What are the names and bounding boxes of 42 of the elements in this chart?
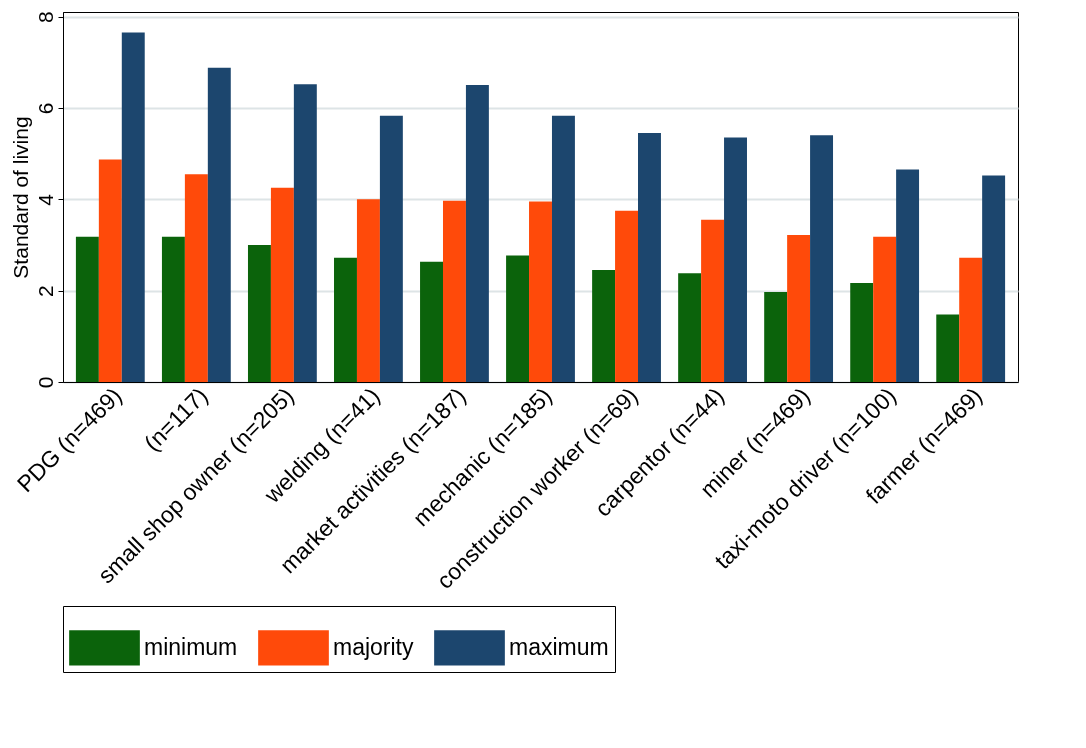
- bar: [379, 115, 403, 382]
- bar: [442, 200, 466, 382]
- legend-label: majority: [333, 633, 415, 660]
- bar: [850, 282, 874, 382]
- bar: [873, 236, 897, 382]
- y-tick-label: 8: [33, 11, 57, 23]
- bar: [959, 257, 983, 382]
- bar: [247, 244, 271, 382]
- bar: [161, 236, 185, 382]
- bar: [678, 273, 702, 382]
- bar: [420, 261, 443, 382]
- bar: [75, 236, 99, 382]
- bar: [207, 67, 231, 382]
- bar: [334, 257, 357, 382]
- bar: [184, 174, 208, 382]
- y-tick-label: 0: [33, 376, 57, 389]
- bar: [356, 199, 380, 382]
- bar: [121, 32, 145, 382]
- bar: [506, 255, 530, 382]
- bar: [592, 270, 616, 382]
- y-axis-title: Standard of living: [8, 116, 32, 279]
- bar: [896, 169, 920, 382]
- bar: [529, 201, 552, 382]
- bar: [936, 314, 960, 382]
- y-tick-label: 6: [33, 102, 57, 115]
- bar: [810, 135, 834, 382]
- bar: [98, 159, 122, 382]
- bar: [615, 210, 639, 382]
- bar: [638, 133, 661, 382]
- bar: [764, 292, 788, 382]
- bar: [293, 84, 317, 382]
- legend-label: minimum: [144, 633, 238, 660]
- y-tick-label: 4: [33, 193, 57, 206]
- bar: [465, 85, 489, 382]
- bar: [270, 187, 294, 382]
- y-tick-label: 2: [33, 285, 57, 297]
- bar: [787, 234, 811, 382]
- bar: [701, 219, 725, 382]
- bar: [982, 175, 1006, 382]
- legend-label: maximum: [509, 633, 609, 660]
- bar: [551, 115, 575, 382]
- bar: [724, 137, 747, 382]
